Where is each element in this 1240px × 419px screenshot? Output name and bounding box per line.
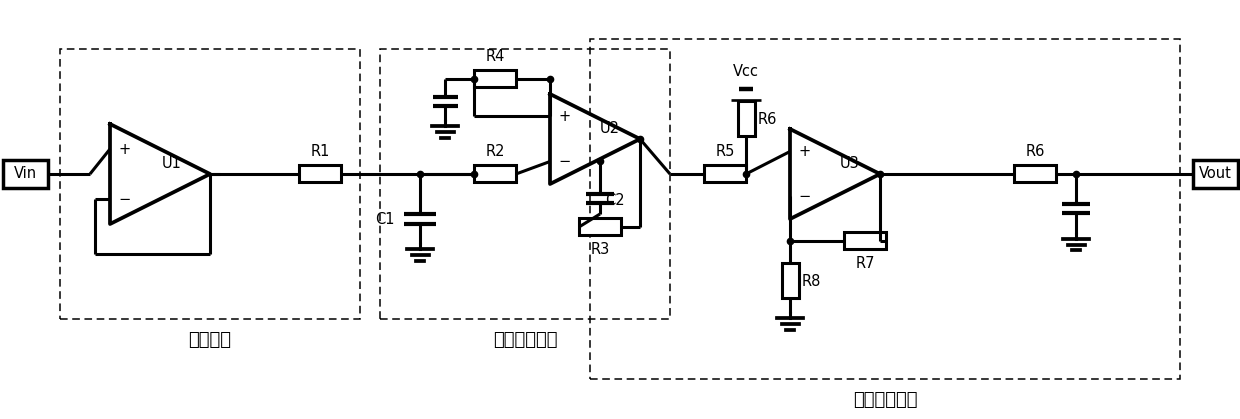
Text: Vout: Vout bbox=[1199, 166, 1231, 181]
Text: −: − bbox=[799, 189, 810, 204]
Text: U1: U1 bbox=[162, 156, 182, 171]
Text: C1: C1 bbox=[376, 212, 396, 227]
Text: R2: R2 bbox=[485, 144, 505, 159]
Bar bbox=[474, 166, 516, 183]
Bar bbox=[781, 264, 799, 298]
Text: C2: C2 bbox=[605, 194, 625, 209]
Bar bbox=[1193, 160, 1238, 188]
Bar bbox=[1014, 166, 1056, 183]
Text: R7: R7 bbox=[856, 256, 874, 271]
Bar bbox=[474, 70, 516, 88]
Text: U2: U2 bbox=[600, 121, 620, 136]
Text: Vcc: Vcc bbox=[733, 65, 759, 80]
Text: R3: R3 bbox=[590, 242, 610, 257]
Text: R6: R6 bbox=[758, 111, 777, 127]
Bar bbox=[379, 49, 670, 319]
Bar bbox=[590, 39, 1180, 379]
Text: R8: R8 bbox=[802, 274, 821, 289]
Text: R5: R5 bbox=[715, 144, 734, 159]
Bar bbox=[60, 49, 360, 319]
Text: 隔离单元: 隔离单元 bbox=[188, 331, 232, 349]
Bar bbox=[704, 166, 746, 183]
Bar bbox=[299, 166, 341, 183]
Text: −: − bbox=[118, 191, 130, 207]
Text: 信号叠加单元: 信号叠加单元 bbox=[853, 391, 918, 409]
Text: R1: R1 bbox=[310, 144, 330, 159]
Bar bbox=[579, 218, 621, 235]
Bar bbox=[738, 101, 754, 137]
Bar bbox=[844, 233, 887, 249]
Text: 信号滤波单元: 信号滤波单元 bbox=[492, 331, 557, 349]
Text: +: + bbox=[799, 144, 810, 159]
Text: +: + bbox=[558, 109, 570, 124]
Text: +: + bbox=[118, 142, 130, 157]
Text: Vin: Vin bbox=[14, 166, 36, 181]
Text: R4: R4 bbox=[485, 49, 505, 64]
Text: U3: U3 bbox=[839, 156, 859, 171]
Bar bbox=[2, 160, 47, 188]
Text: R6: R6 bbox=[1025, 144, 1044, 159]
Text: −: − bbox=[558, 154, 570, 169]
